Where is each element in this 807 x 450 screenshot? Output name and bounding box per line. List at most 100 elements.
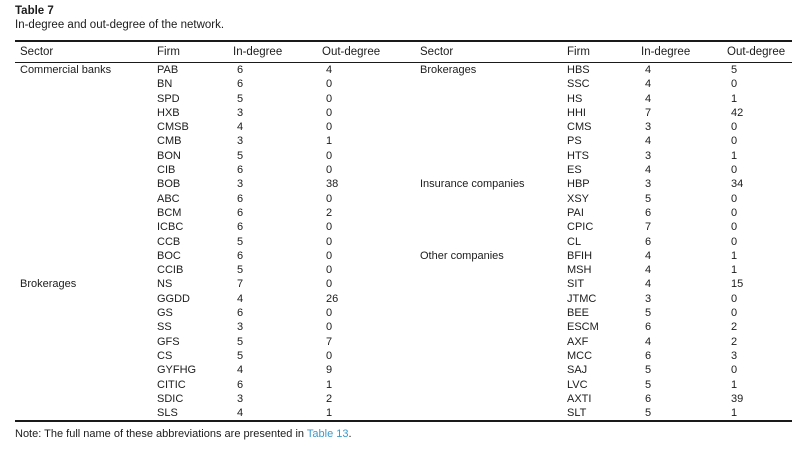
firm-cell: PAB <box>157 64 179 76</box>
sector-cell <box>415 134 562 148</box>
table-row: CMB 3 1 PS 4 0 <box>15 134 792 148</box>
in-degree-cell: 4 <box>645 278 652 291</box>
out-degree-cell: 15 <box>731 278 744 291</box>
out-degree-cell: 0 <box>326 307 333 320</box>
out-degree-cell: 1 <box>731 264 738 277</box>
out-degree-cell: 34 <box>731 178 744 191</box>
out-degree-cell: 7 <box>326 335 333 348</box>
sector-cell <box>15 149 152 163</box>
in-degree-cell: 5 <box>645 307 652 320</box>
sector-cell <box>15 134 152 148</box>
sector-cell <box>415 349 562 363</box>
in-degree-cell: 3 <box>645 178 652 191</box>
in-degree-cell: 7 <box>645 221 652 234</box>
firm-cell: SSC <box>567 78 590 91</box>
out-degree-cell: 0 <box>326 235 333 248</box>
in-degree-cell: 3 <box>645 121 652 134</box>
table-row: BON 5 0 HTS 3 1 <box>15 149 792 163</box>
firm-cell: HHI <box>567 106 586 119</box>
sector-cell <box>415 192 562 206</box>
sector-cell <box>15 306 152 320</box>
table-13-link[interactable]: Table 13 <box>306 428 349 441</box>
firm-cell: XSY <box>567 192 590 205</box>
in-degree-cell: 4 <box>645 264 652 277</box>
in-degree-cell: 5 <box>237 335 244 348</box>
table-row: GYFHG 4 9 SAJ 5 0 <box>15 363 792 377</box>
in-degree-cell: 6 <box>645 349 652 362</box>
table-row: ICBC 6 0 CPIC 7 0 <box>15 220 792 234</box>
sector-cell <box>415 378 562 392</box>
table-row: CCIB 5 0 MSH 4 1 <box>15 263 792 277</box>
in-degree-cell: 5 <box>645 364 652 377</box>
in-degree-cell: 5 <box>645 407 652 420</box>
out-degree-cell: 0 <box>731 292 738 305</box>
out-degree-cell: 0 <box>326 164 333 177</box>
col-header-indegree-left: In-degree <box>228 41 317 63</box>
sector-cell: Insurance companies <box>420 178 525 191</box>
table-row: SS 3 0 ESCM 6 2 <box>15 320 792 334</box>
out-degree-cell: 0 <box>326 192 333 205</box>
firm-cell: SLT <box>567 407 587 420</box>
out-degree-cell: 38 <box>326 178 339 191</box>
firm-cell: HBS <box>567 64 590 76</box>
sector-cell <box>415 406 562 421</box>
firm-cell: BN <box>157 78 173 91</box>
firm-cell: HXB <box>157 106 180 119</box>
table-row: GGDD 4 26 JTMC 3 0 <box>15 292 792 306</box>
table-note: Note: The full name of these abbreviatio… <box>15 427 792 441</box>
in-degree-cell: 4 <box>237 121 244 134</box>
in-degree-cell: 3 <box>645 149 652 162</box>
table-row: CMSB 4 0 CMS 3 0 <box>15 120 792 134</box>
firm-cell: SIT <box>567 278 585 291</box>
in-degree-cell: 4 <box>237 364 244 377</box>
sector-cell <box>15 220 152 234</box>
sector-cell <box>15 320 152 334</box>
firm-cell: BCM <box>157 206 182 219</box>
firm-cell: SLS <box>157 407 178 420</box>
out-degree-cell: 0 <box>326 92 333 105</box>
sector-cell <box>415 320 562 334</box>
firm-cell: PAI <box>567 206 584 219</box>
firm-cell: NS <box>157 278 173 291</box>
sector-cell <box>415 277 562 291</box>
in-degree-cell: 4 <box>237 292 244 305</box>
in-degree-cell: 4 <box>645 249 652 262</box>
out-degree-cell: 2 <box>326 392 333 405</box>
in-degree-cell: 4 <box>645 135 652 148</box>
out-degree-cell: 1 <box>731 407 738 420</box>
in-degree-cell: 6 <box>237 78 244 91</box>
in-degree-cell: 4 <box>645 335 652 348</box>
sector-cell <box>415 92 562 106</box>
in-degree-cell: 6 <box>645 321 652 334</box>
firm-cell: CCB <box>157 235 181 248</box>
sector-cell <box>415 77 562 91</box>
sector-cell <box>415 149 562 163</box>
col-header-sector-left: Sector <box>15 41 152 63</box>
firm-cell: ESCM <box>567 321 599 334</box>
out-degree-cell: 2 <box>731 335 738 348</box>
in-degree-cell: 5 <box>237 149 244 162</box>
out-degree-cell: 0 <box>731 206 738 219</box>
in-degree-cell: 4 <box>645 164 652 177</box>
out-degree-cell: 0 <box>731 364 738 377</box>
out-degree-cell: 0 <box>731 121 738 134</box>
in-degree-cell: 6 <box>237 249 244 262</box>
in-degree-cell: 4 <box>237 407 244 420</box>
out-degree-cell: 0 <box>326 321 333 334</box>
col-header-firm-right: Firm <box>562 41 636 63</box>
col-header-outdegree-left: Out-degree <box>317 41 415 63</box>
out-degree-cell: 4 <box>326 64 333 76</box>
table-row: CITIC 6 1 LVC 5 1 <box>15 378 792 392</box>
sector-cell <box>15 378 152 392</box>
out-degree-cell: 0 <box>326 264 333 277</box>
firm-cell: GGDD <box>157 292 190 305</box>
firm-cell: GYFHG <box>157 364 197 377</box>
firm-cell: BEE <box>567 307 590 320</box>
in-degree-cell: 3 <box>237 106 244 119</box>
out-degree-cell: 5 <box>731 64 738 76</box>
firm-cell: AXF <box>567 335 589 348</box>
firm-cell: SS <box>157 321 172 334</box>
sector-cell <box>415 235 562 249</box>
sector-cell <box>15 392 152 406</box>
in-degree-cell: 5 <box>237 235 244 248</box>
